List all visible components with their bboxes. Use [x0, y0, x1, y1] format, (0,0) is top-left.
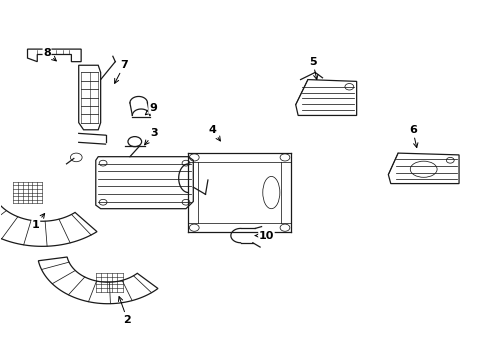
Text: 5: 5: [308, 57, 317, 80]
Text: 9: 9: [145, 103, 157, 115]
Text: 7: 7: [114, 60, 128, 83]
Text: 3: 3: [144, 129, 158, 145]
Text: 4: 4: [208, 125, 220, 141]
Text: 2: 2: [118, 297, 131, 325]
Text: 8: 8: [43, 48, 56, 61]
Text: 6: 6: [408, 125, 417, 148]
Text: 10: 10: [255, 231, 274, 240]
Text: 1: 1: [32, 213, 44, 230]
